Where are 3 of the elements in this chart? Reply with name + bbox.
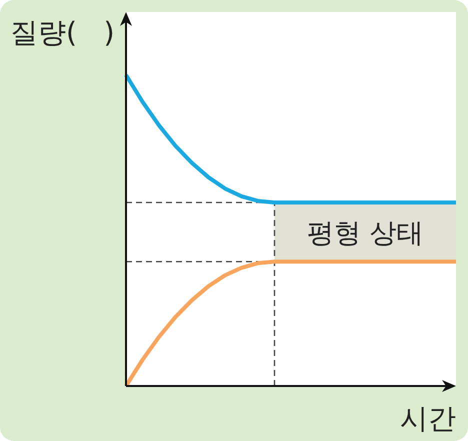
x-axis-title: 시간	[400, 402, 456, 435]
annotation: 평형 상태	[306, 218, 424, 250]
y-axis-title: 질량( )	[10, 16, 115, 49]
